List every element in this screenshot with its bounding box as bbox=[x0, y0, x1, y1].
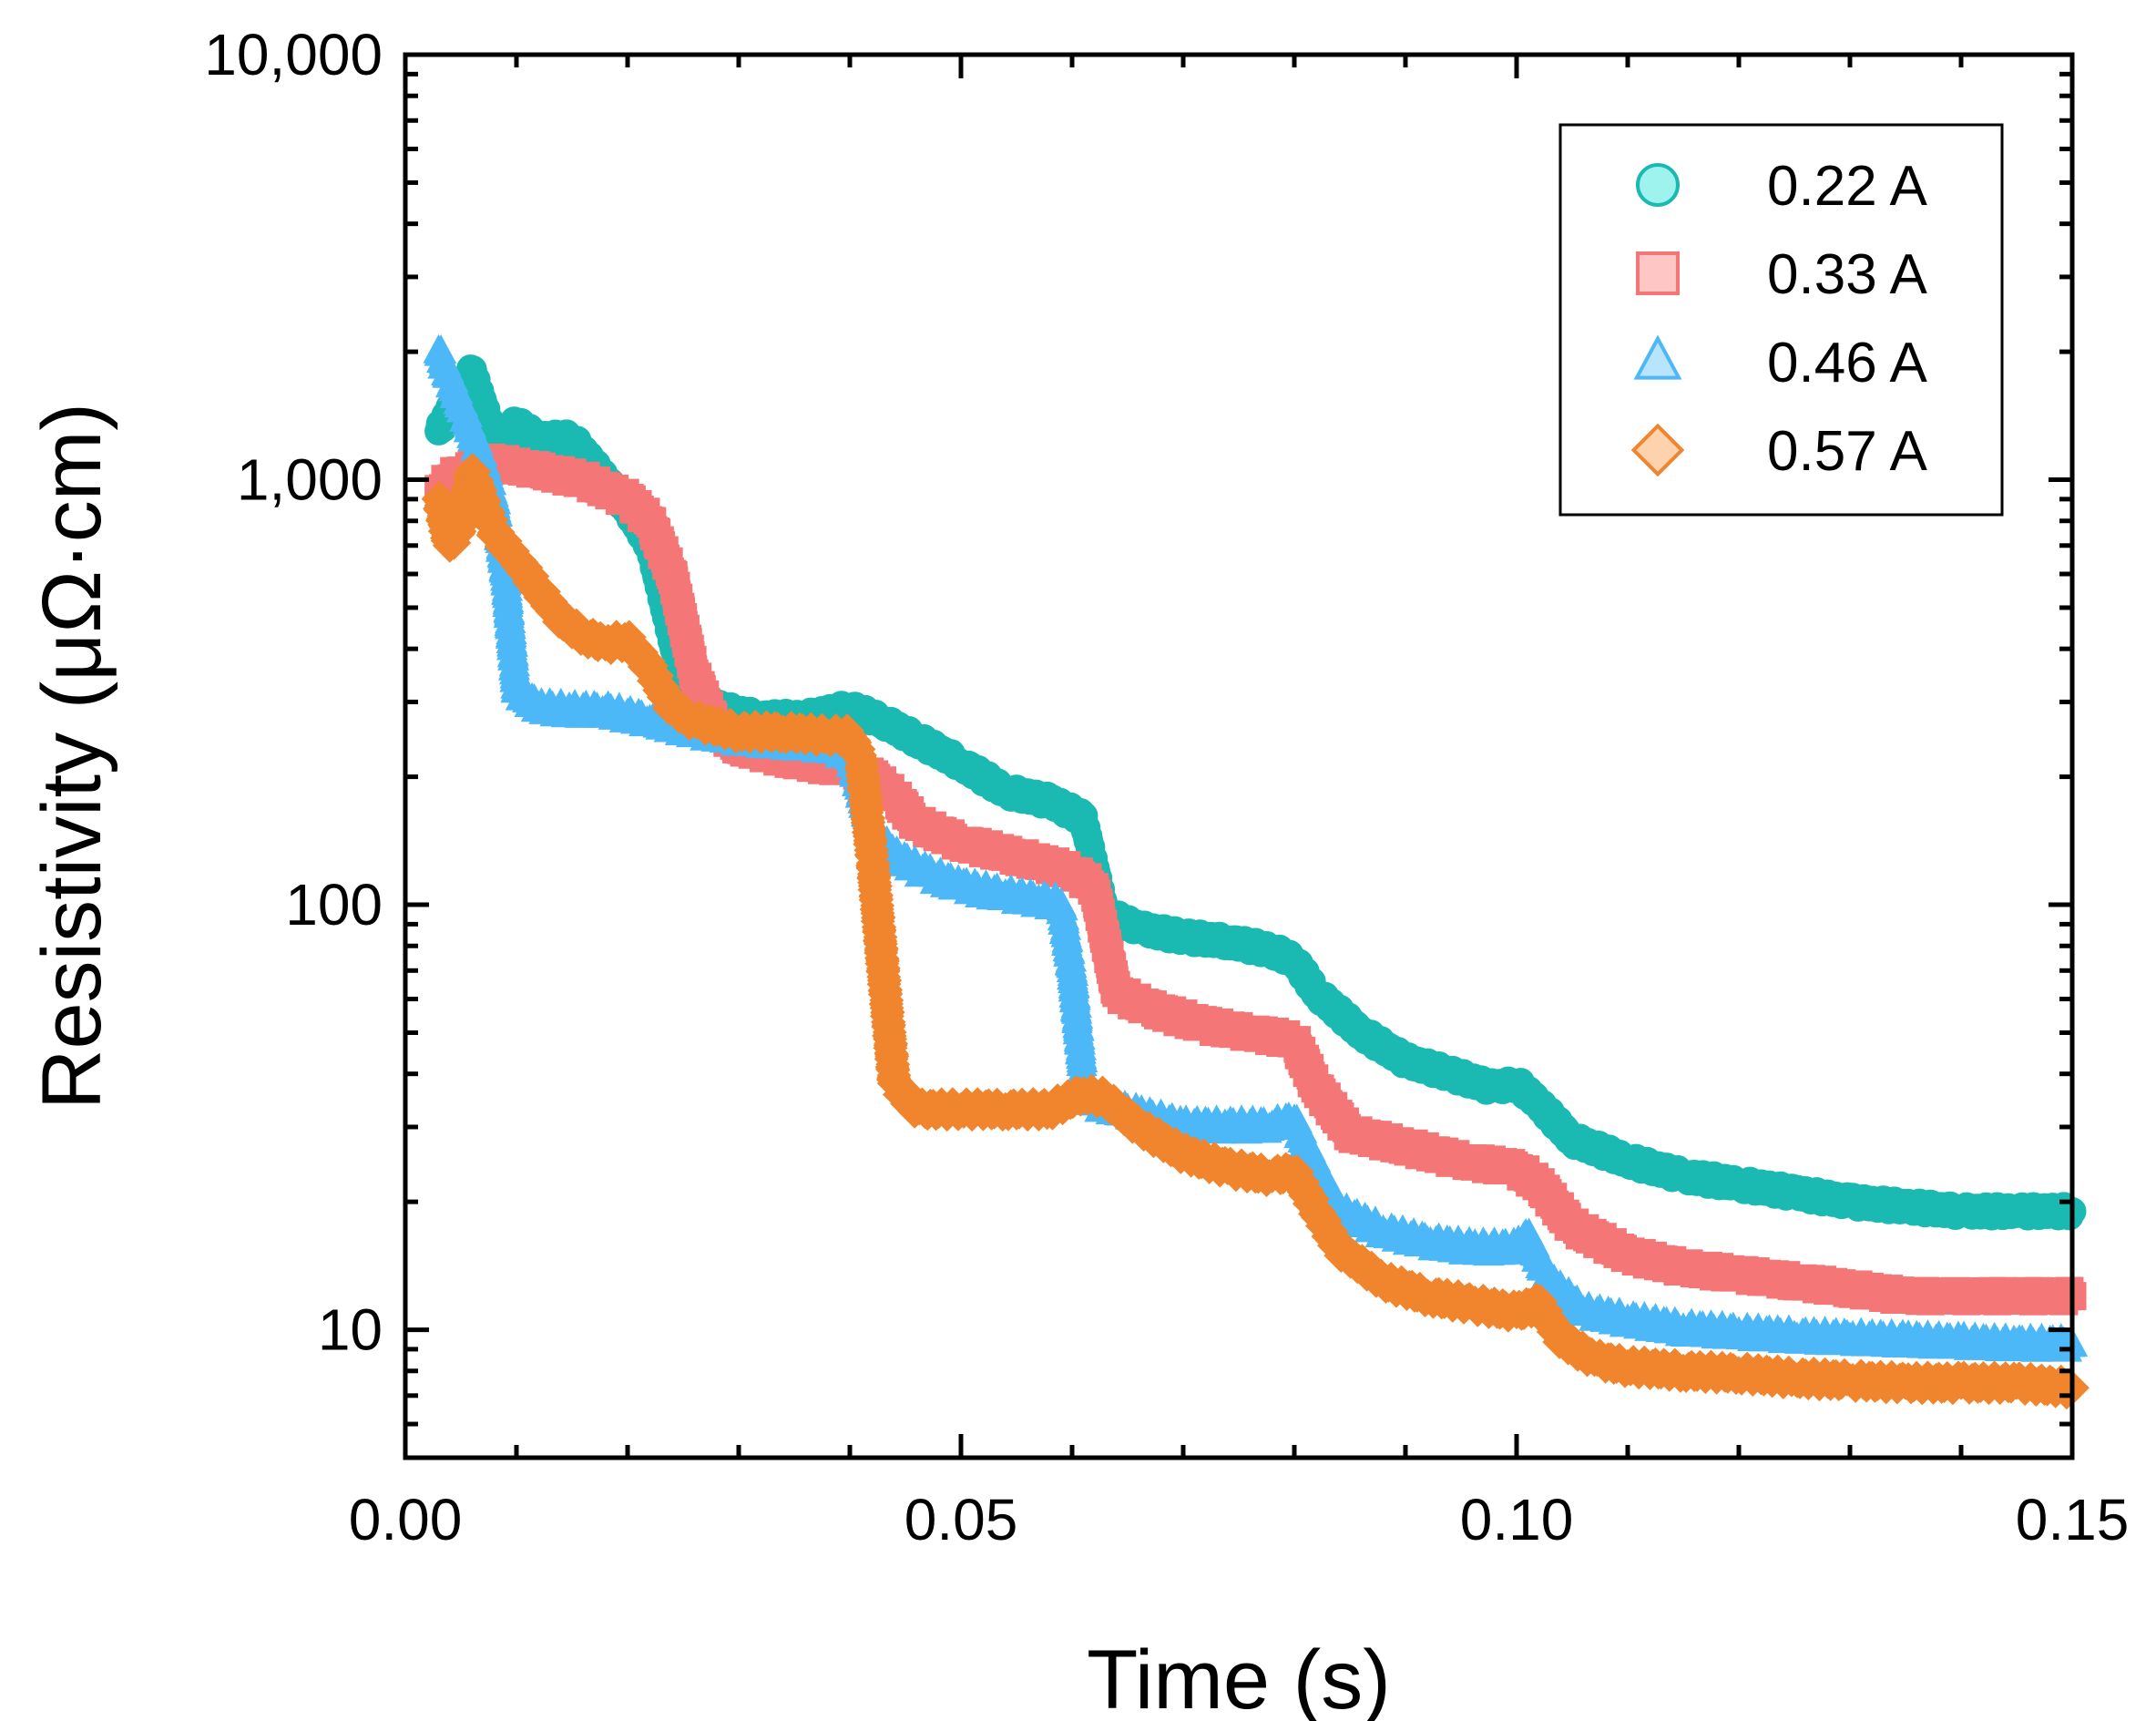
legend-items: 0.22 A 0.33 A 0.46 A 0.57 A bbox=[1630, 155, 1927, 483]
y-axis: 10 100 1,000 10,000 bbox=[204, 22, 2072, 1460]
x-tick-label: 0.05 bbox=[904, 1487, 1018, 1552]
legend-label: 0.57 A bbox=[1767, 420, 1927, 483]
x-tick-label: 0.00 bbox=[349, 1487, 463, 1552]
x-tick-label: 0.10 bbox=[1460, 1487, 1574, 1552]
plot-data bbox=[421, 333, 2090, 1410]
legend-item: 0.57 A bbox=[1630, 420, 1927, 483]
series-0-57-A bbox=[421, 453, 2090, 1410]
legend-item: 0.33 A bbox=[1636, 243, 1927, 306]
legend-marker-diamond bbox=[1630, 423, 1685, 477]
legend-label: 0.46 A bbox=[1767, 332, 1927, 394]
legend-label: 0.33 A bbox=[1767, 243, 1927, 306]
legend-marker-square bbox=[1636, 251, 1680, 295]
x-axis-title: Time (s) bbox=[1087, 1634, 1391, 1721]
legend-item: 0.46 A bbox=[1633, 332, 1927, 394]
legend-item: 0.22 A bbox=[1636, 155, 1927, 218]
legend-label: 0.22 A bbox=[1767, 155, 1927, 218]
legend-marker-triangle bbox=[1633, 334, 1682, 380]
y-axis-title: Resistivity (μΩ·cm) bbox=[26, 403, 118, 1110]
x-tick-label: 0.15 bbox=[2016, 1487, 2130, 1552]
x-axis: 0.00 0.05 0.10 0.15 bbox=[349, 55, 2130, 1552]
y-tick-label: 10,000 bbox=[204, 22, 383, 87]
legend: 0.22 A 0.33 A 0.46 A 0.57 A bbox=[1558, 123, 2004, 517]
y-tick-label: 1,000 bbox=[237, 447, 383, 513]
y-tick-label: 10 bbox=[318, 1297, 383, 1363]
y-tick-label: 100 bbox=[285, 872, 383, 937]
plot-frame bbox=[403, 52, 2075, 1460]
legend-marker-circle bbox=[1636, 163, 1680, 207]
